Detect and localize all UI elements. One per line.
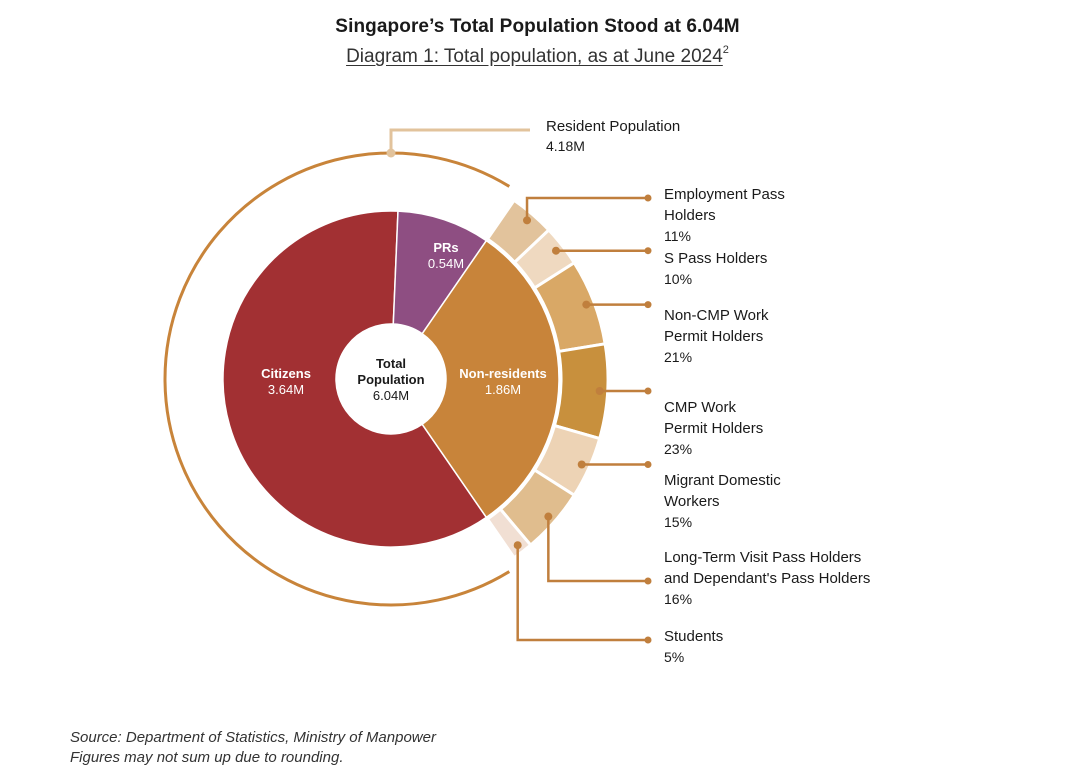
pct-students: 5% [664,649,684,665]
leader-dot-students [513,541,522,550]
pct-migrant-domestic-workers: 15% [664,514,692,530]
label-non-residents: Non-residents [459,366,546,381]
leader-end-students [644,636,652,644]
pct-long-term-visit-pass-holders-and-dependant-s-pass-holders: 16% [664,591,692,607]
leader-end-cmp-work-permit-holders [644,387,652,395]
pct-cmp-work-permit-holders: 23% [664,441,692,457]
chart-footer: Source: Department of Statistics, Minist… [70,728,436,768]
resident-population-value: 4.18M [546,138,585,154]
leader-end-s-pass-holders [644,247,652,255]
center-hole [336,324,446,434]
leader-line-students [516,545,648,642]
leader-dot-non-cmp-work-permit-holders [582,300,591,309]
leader-end-migrant-domestic-workers [644,461,652,469]
resident-population-ring [163,151,511,607]
label-migrant-domestic-workers-line1: Migrant Domestic [664,472,781,489]
value-prs: 0.54M [428,256,464,271]
leader-end-employment-pass-holders [644,194,652,202]
leader-dot-long-term-visit-pass-holders-and-dependant-s-pass-holders [544,512,553,521]
leader-dot-s-pass-holders [551,246,560,255]
leader-end-non-cmp-work-permit-holders [644,301,652,309]
label-long-term-visit-pass-holders-and-dependant-s-pass-holders-line2: and Dependant's Pass Holders [664,570,870,587]
subtitle-text: Diagram 1: Total population, as at June … [346,46,723,67]
resident-population-label: Resident Population [546,118,680,135]
label-employment-pass-holders-line1: Employment Pass [664,186,785,203]
subtitle-footnote-marker: 2 [722,44,729,56]
label-employment-pass-holders-line2: Holders [664,207,716,224]
label-non-cmp-work-permit-holders-line2: Permit Holders [664,328,763,345]
pct-s-pass-holders: 10% [664,271,692,287]
pct-non-cmp-work-permit-holders: 21% [664,349,692,365]
leader-line-employment-pass-holders [525,196,648,221]
resident-population-leader-dot [386,148,396,158]
label-prs: PRs [433,240,458,255]
label-non-cmp-work-permit-holders-line1: Non-CMP Work [664,307,769,324]
label-students-line1: Students [664,628,723,645]
leader-dot-migrant-domestic-workers [577,460,586,469]
center-label-line1: Total [376,356,406,371]
value-citizens: 3.64M [268,382,304,397]
leader-dot-cmp-work-permit-holders [595,387,604,396]
resident-population-leader [389,128,530,153]
label-cmp-work-permit-holders-line2: Permit Holders [664,420,763,437]
rounding-note: Figures may not sum up due to rounding. [70,749,344,766]
label-s-pass-holders-line1: S Pass Holders [664,250,767,267]
pct-employment-pass-holders: 11% [664,228,691,244]
label-long-term-visit-pass-holders-and-dependant-s-pass-holders-line1: Long-Term Visit Pass Holders [664,549,861,566]
leader-end-long-term-visit-pass-holders-and-dependant-s-pass-holders [644,577,652,585]
center-label-value: 6.04M [373,388,409,403]
leader-dot-employment-pass-holders [523,216,532,225]
value-non-residents: 1.86M [485,382,521,397]
chart-title: Singapore’s Total Population Stood at 6.… [335,16,740,37]
label-migrant-domestic-workers-line2: Workers [664,493,720,510]
center-label-line2: Population [357,372,424,387]
leader-line-long-term-visit-pass-holders-and-dependant-s-pass-holders [547,516,648,583]
chart-subtitle: Diagram 1: Total population, as at June … [0,44,1075,68]
label-citizens: Citizens [261,366,311,381]
source-note: Source: Department of Statistics, Minist… [70,729,436,746]
label-cmp-work-permit-holders-line1: CMP Work [664,399,736,416]
